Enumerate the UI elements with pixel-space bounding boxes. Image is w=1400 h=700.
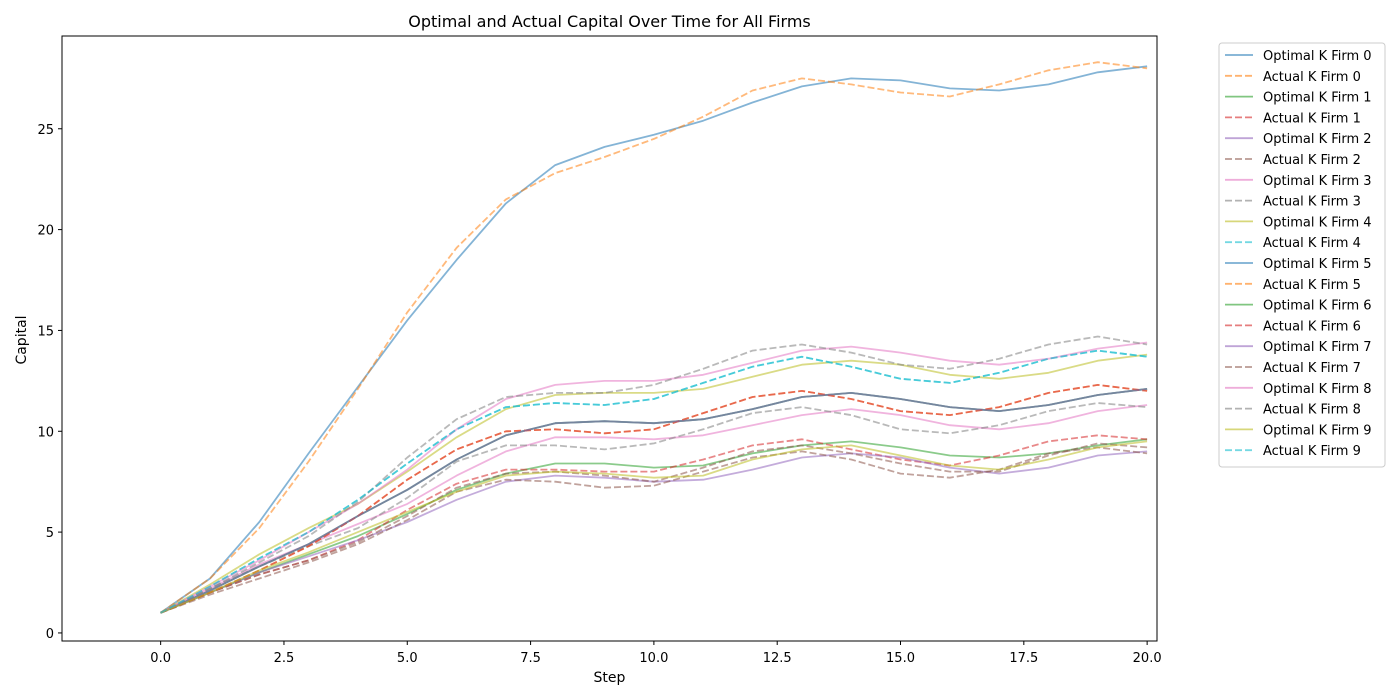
x-tick-label: 2.5	[274, 651, 295, 666]
series-line-1	[160, 61, 1148, 614]
y-tick-label: 25	[37, 123, 54, 138]
legend-label-3: Actual K Firm 1	[1263, 111, 1361, 126]
y-axis-label: Capital	[14, 315, 30, 364]
x-tick-label: 5.0	[397, 651, 418, 666]
legend-label-15: Actual K Firm 7	[1263, 361, 1361, 376]
series-layer	[160, 61, 1148, 614]
series-line-15	[160, 446, 1148, 614]
x-tick-label: 10.0	[639, 651, 668, 666]
series-line-2	[160, 438, 1148, 614]
y-tick-label: 10	[37, 425, 54, 440]
axes-layer: 0.0 2.5 5.0 7.5 10.0 12.5 15.0 17.5 20.0 0 5 10 15 20…	[37, 35, 1162, 666]
x-tick-label: 17.5	[1009, 651, 1038, 666]
y-tick-label: 20	[37, 224, 54, 239]
legend-label-0: Optimal K Firm 0	[1263, 49, 1372, 64]
legend-label-8: Optimal K Firm 4	[1263, 215, 1372, 230]
y-tick-label: 15	[37, 324, 54, 339]
series-line-0	[160, 65, 1148, 614]
series-line-16	[160, 341, 1148, 614]
chart-title: Optimal and Actual Capital Over Time for…	[408, 12, 811, 31]
series-line-5	[160, 442, 1148, 614]
legend-label-7: Actual K Firm 3	[1263, 195, 1361, 210]
x-tick-label: 20.0	[1133, 651, 1162, 666]
y-tick-label: 0	[46, 627, 54, 642]
x-tick-label: 15.0	[886, 651, 915, 666]
legend-label-1: Actual K Firm 0	[1263, 70, 1361, 85]
x-tick-label: 0.0	[150, 651, 171, 666]
plot-frame	[61, 35, 1158, 642]
legend-label-4: Optimal K Firm 2	[1263, 132, 1372, 147]
legend-label-14: Optimal K Firm 7	[1263, 340, 1372, 355]
legend-label-13: Actual K Firm 6	[1263, 319, 1361, 334]
legend-label-19: Actual K Firm 9	[1263, 444, 1361, 459]
legend-label-11: Actual K Firm 5	[1263, 278, 1361, 293]
legend-label-10: Optimal K Firm 5	[1263, 257, 1372, 272]
series-line-13	[160, 383, 1148, 614]
x-tick-label: 7.5	[520, 651, 541, 666]
legend-label-2: Optimal K Firm 1	[1263, 91, 1372, 106]
legend-label-6: Optimal K Firm 3	[1263, 174, 1372, 189]
y-tick-label: 5	[46, 526, 54, 541]
legend: Optimal K Firm 0 Actual K Firm 0 Optimal K…	[1218, 42, 1386, 468]
x-tick-label: 12.5	[763, 651, 792, 666]
legend-frame	[1218, 42, 1386, 468]
series-line-14	[160, 388, 1148, 614]
series-line-18	[160, 440, 1148, 614]
x-axis-label: Step	[594, 670, 626, 686]
legend-label-18: Optimal K Firm 9	[1263, 423, 1372, 438]
legend-label-5: Actual K Firm 2	[1263, 153, 1361, 168]
series-line-7	[160, 402, 1148, 614]
legend-label-16: Optimal K Firm 8	[1263, 382, 1372, 397]
series-line-8	[160, 353, 1148, 614]
legend-label-17: Actual K Firm 8	[1263, 403, 1361, 418]
series-line-19	[160, 349, 1148, 614]
legend-label-12: Optimal K Firm 6	[1263, 299, 1372, 314]
legend-label-9: Actual K Firm 4	[1263, 236, 1361, 251]
series-line-17	[160, 335, 1148, 614]
